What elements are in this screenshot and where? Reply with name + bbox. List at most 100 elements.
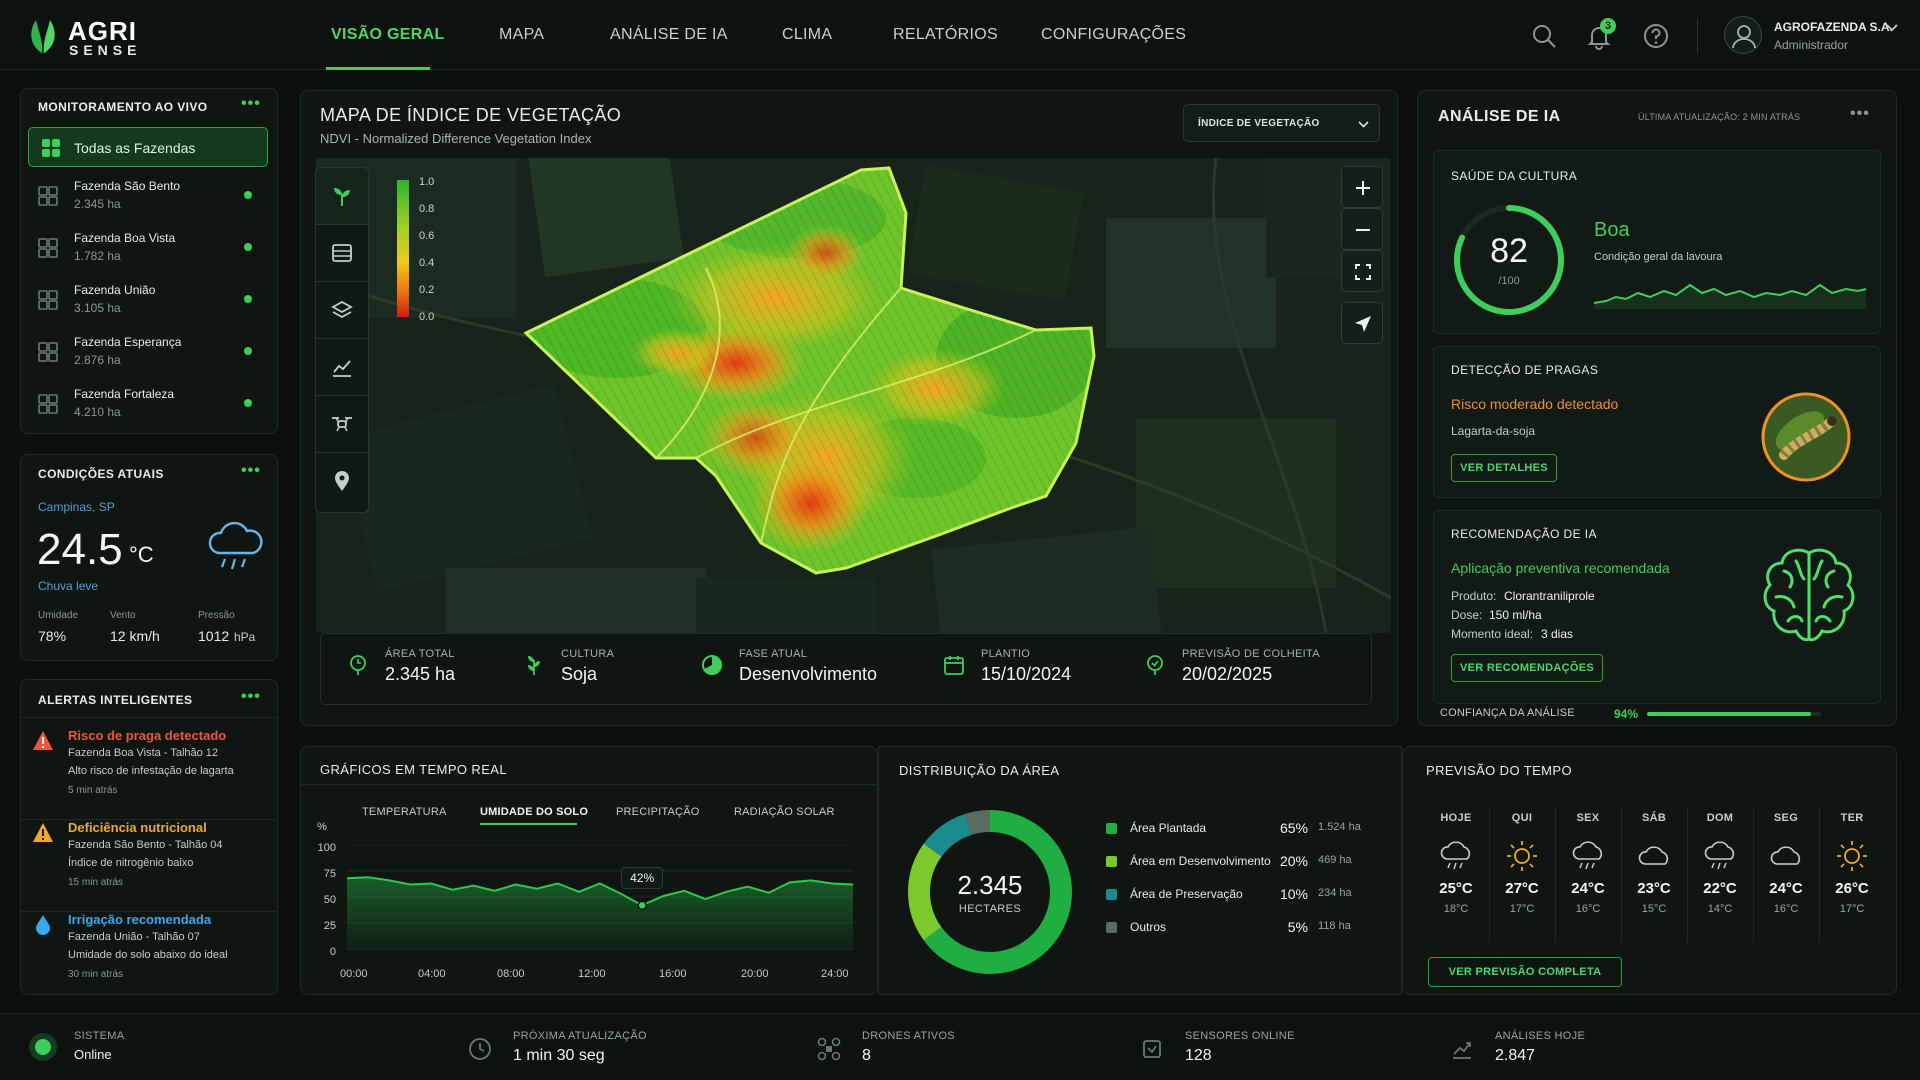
- avatar[interactable]: [1724, 16, 1762, 54]
- pressure-label: Pressão: [198, 610, 235, 621]
- index-dropdown[interactable]: ÍNDICE DE VEGETAÇÃO: [1183, 104, 1380, 142]
- tab-temperatura[interactable]: TEMPERATURA: [362, 806, 447, 818]
- y-tick: 0: [329, 946, 336, 958]
- all-farms-button[interactable]: Todas as Fazendas: [28, 127, 268, 167]
- chevron-down-icon: [1358, 121, 1369, 128]
- tab-radiacao-solar[interactable]: RADIAÇÃO SOLAR: [734, 806, 835, 818]
- alert-item[interactable]: Deficiência nutricional Fazenda São Bento…: [20, 820, 276, 912]
- index-dropdown-label: ÍNDICE DE VEGETAÇÃO: [1198, 118, 1320, 129]
- farm-list-item[interactable]: Fazenda União 3.105 ha: [28, 278, 268, 324]
- forecast-low: 15°C: [1641, 903, 1667, 915]
- chart-highlight-point[interactable]: [637, 900, 647, 911]
- farm-status-dot: [244, 243, 252, 251]
- recommendation-headline: Aplicação preventiva recomendada: [1451, 560, 1670, 576]
- farm-name: Fazenda Boa Vista: [74, 231, 176, 245]
- tool-location[interactable]: [316, 453, 368, 510]
- farm-list-item[interactable]: Fazenda Fortaleza 4.210 ha: [28, 382, 268, 428]
- sun-icon: [1837, 841, 1867, 871]
- chevron-down-icon[interactable]: [1886, 24, 1898, 32]
- nav-relatorios[interactable]: RELATÓRIOS: [893, 26, 998, 43]
- humidity-value: 78%: [38, 628, 67, 644]
- forecast-low: 17°C: [1509, 903, 1535, 915]
- forecast-day-name: SEX: [1576, 812, 1600, 824]
- map-subtitle: NDVI - Normalized Difference Vegetation …: [320, 131, 592, 146]
- view-recommendations-button[interactable]: VER RECOMENDAÇÕES: [1451, 654, 1603, 682]
- confidence-value: 94%: [1614, 707, 1639, 721]
- tool-analytics[interactable]: [316, 339, 368, 396]
- status-label: SISTEMA: [74, 1030, 125, 1042]
- nav-mapa[interactable]: MAPA: [499, 26, 545, 43]
- search-icon[interactable]: [1530, 22, 1558, 50]
- user-name[interactable]: AGROFAZENDA S.A.: [1774, 20, 1893, 34]
- user-role: Administrador: [1774, 38, 1849, 52]
- legend-name: Outros: [1130, 920, 1167, 934]
- farm-list-item[interactable]: Fazenda São Bento 2.345 ha: [28, 174, 268, 220]
- chart-data-point: [767, 891, 770, 894]
- legend-percent: 10%: [1279, 886, 1308, 902]
- ai-menu-button[interactable]: •••: [1850, 105, 1870, 122]
- confidence-bar: [1647, 712, 1811, 716]
- legend-row: Área em Desenvolvimento 20% 469 ha: [1106, 852, 1366, 872]
- plus-icon: [1356, 181, 1370, 195]
- plant-icon: [334, 188, 350, 206]
- alert-item[interactable]: Risco de praga detectado Fazenda Boa Vist…: [20, 728, 276, 820]
- forecast-day: TER 26°C 17°C: [1819, 812, 1885, 915]
- status-value: Online: [74, 1047, 112, 1062]
- help-icon[interactable]: [1642, 22, 1670, 50]
- conditions-menu-button[interactable]: •••: [241, 462, 261, 479]
- forecast-high: 26°C: [1835, 880, 1869, 897]
- legend-name: Área em Desenvolvimento: [1130, 854, 1271, 868]
- tool-layers[interactable]: [316, 282, 368, 339]
- health-sparkline: [1594, 283, 1866, 309]
- user-icon: [1732, 25, 1756, 49]
- chart-data-point: [430, 882, 433, 885]
- pest-name: Lagarta-da-soja: [1451, 424, 1536, 438]
- zoom-in-button[interactable]: [1341, 166, 1383, 208]
- zoom-out-button[interactable]: [1341, 208, 1383, 250]
- chart-area-fill: [347, 877, 853, 949]
- status-value: 2.847: [1495, 1047, 1536, 1064]
- ai-recommendation-card: RECOMENDAÇÃO DE IA Aplicação preventiva …: [1433, 510, 1881, 704]
- leaf-logo-icon: [31, 20, 55, 54]
- chart-data-point: [493, 889, 496, 892]
- tool-list[interactable]: [316, 225, 368, 282]
- pest-details-button[interactable]: VER DETALHES: [1451, 454, 1557, 482]
- chart-data-point: [535, 887, 538, 890]
- nav-visao-geral[interactable]: VISÃO GERAL: [331, 26, 445, 43]
- full-forecast-button[interactable]: VER PREVISÃO COMPLETA: [1428, 957, 1622, 987]
- chart-data-point: [472, 884, 475, 887]
- fullscreen-button[interactable]: [1341, 250, 1383, 292]
- farm-area: 1.782 ha: [74, 249, 121, 263]
- harvest-clock-icon: [1147, 655, 1163, 675]
- chart-data-point: [599, 882, 602, 885]
- tool-vegetation[interactable]: [316, 168, 368, 225]
- nav-clima[interactable]: CLIMA: [782, 26, 833, 43]
- area-donut-chart: [908, 810, 1072, 974]
- stat-value: 2.345 ha: [385, 664, 456, 684]
- fullscreen-icon: [1355, 264, 1371, 280]
- farm-list-item[interactable]: Fazenda Boa Vista 1.782 ha: [28, 226, 268, 272]
- tab-umidade-solo[interactable]: UMIDADE DO SOLO: [480, 806, 589, 818]
- farm-icon: [38, 186, 58, 206]
- ndvi-map-view[interactable]: [316, 158, 1391, 633]
- monitoring-menu-button[interactable]: •••: [241, 95, 261, 112]
- confidence-label: CONFIANÇA DA ANÁLISE: [1440, 707, 1575, 719]
- forecast-day: HOJE 25°C 18°C: [1423, 812, 1489, 915]
- all-farms-label: Todas as Fazendas: [74, 140, 196, 156]
- conditions-panel: CONDIÇÕES ATUAIS ••• Campinas, SP 24.5 °…: [20, 454, 278, 661]
- tool-drone[interactable]: [316, 396, 368, 453]
- farm-list-item[interactable]: Fazenda Esperança 2.876 ha: [28, 330, 268, 376]
- monitoring-title: MONITORAMENTO AO VIVO: [38, 100, 208, 114]
- moment-value: 3 dias: [1541, 627, 1574, 641]
- nav-configuracoes[interactable]: CONFIGURAÇÕES: [1041, 26, 1187, 43]
- alert-item[interactable]: Irrigação recomendada Fazenda União - Tal…: [20, 912, 276, 992]
- tab-precipitacao[interactable]: PRECIPITAÇÃO: [616, 806, 700, 818]
- locate-button[interactable]: [1341, 302, 1383, 344]
- crop-health-title: SAÚDE DA CULTURA: [1451, 169, 1578, 183]
- farm-name: Fazenda União: [74, 283, 156, 297]
- soil-moisture-chart[interactable]: [347, 845, 853, 957]
- nav-analise-ia[interactable]: ANÁLISE DE IA: [610, 26, 728, 43]
- legend-hectares: 234 ha: [1318, 887, 1352, 899]
- forecast-low: 14°C: [1707, 903, 1733, 915]
- alerts-menu-button[interactable]: •••: [241, 688, 261, 705]
